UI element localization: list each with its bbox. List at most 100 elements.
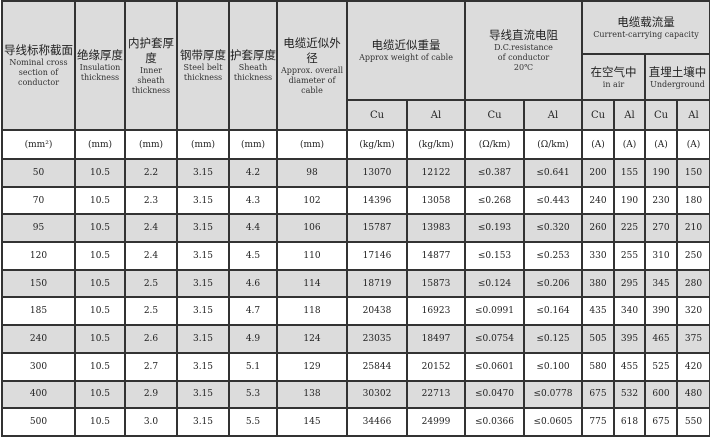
table-cell: ≤0.125 — [523, 324, 583, 354]
table-cell: 330 — [581, 241, 615, 271]
table-cell: 185 — [1, 296, 76, 327]
table-cell: 34466 — [346, 407, 408, 437]
table-row: 400 10.5 2.9 3.15 5.3 138 30302 22713 ≤0.0470 ≤0.… — [1, 379, 710, 410]
table-cell: 20438 — [346, 296, 408, 327]
table-cell: 4.3 — [228, 185, 278, 216]
table-cell: 120 — [1, 241, 76, 271]
table-cell: 250 — [676, 241, 710, 271]
header-section: 导线标称截面 Nominal cross section of conductor — [1, 0, 76, 131]
table-cell: ≤0.0991 — [464, 296, 525, 327]
table-cell: 2.4 — [124, 241, 178, 271]
table-cell: 340 — [613, 296, 646, 327]
table-cell: 10.5 — [74, 268, 126, 299]
table-cell: 10.5 — [74, 324, 126, 354]
table-cell: ≤0.193 — [464, 213, 525, 244]
table-cell: 618 — [613, 407, 646, 437]
table-cell: 2.5 — [124, 268, 178, 299]
table-cell: 3.15 — [176, 213, 230, 244]
table-cell: 580 — [581, 351, 615, 382]
table-cell: 138 — [276, 379, 348, 410]
table-cell: ≤0.641 — [523, 158, 583, 188]
table-cell: 240 — [1, 324, 76, 354]
table-cell: 420 — [676, 351, 710, 382]
header-sheath: 护套厚度 Sheath thickness — [228, 0, 278, 131]
table-cell: 95 — [1, 213, 76, 244]
table-cell: 155 — [613, 158, 646, 188]
table-cell: 15787 — [346, 213, 408, 244]
unit-ground-cu: (A) — [644, 129, 678, 160]
table-cell: 150 — [676, 158, 710, 188]
table-cell: 18497 — [406, 324, 466, 354]
table-cell: 525 — [644, 351, 678, 382]
resistance-cu: Cu — [464, 99, 525, 131]
header-resistance: 导线直流电阻 D.C.resistance of conductor 20℃ — [464, 0, 583, 101]
table-row: 150 10.5 2.5 3.15 4.6 114 18719 15873 ≤0.124 ≤0.2… — [1, 268, 710, 299]
weight-cu: Cu — [346, 99, 408, 131]
header-inner-sheath: 内护套厚度 Inner sheath thickness — [124, 0, 178, 131]
table-cell: 675 — [581, 379, 615, 410]
unit-resistance-al: (Ω/km) — [523, 129, 583, 160]
table-cell: 5.3 — [228, 379, 278, 410]
table-cell: 320 — [676, 296, 710, 327]
table-cell: 270 — [644, 213, 678, 244]
table-cell: 465 — [644, 324, 678, 354]
table-cell: 23035 — [346, 324, 408, 354]
table-cell: 129 — [276, 351, 348, 382]
table-cell: 12122 — [406, 158, 466, 188]
table-cell: 550 — [676, 407, 710, 437]
table-cell: 295 — [613, 268, 646, 299]
table-cell: ≤0.268 — [464, 185, 525, 216]
resistance-al: Al — [523, 99, 583, 131]
table-cell: ≤0.206 — [523, 268, 583, 299]
table-cell: 2.6 — [124, 324, 178, 354]
table-cell: 2.4 — [124, 213, 178, 244]
table-cell: ≤0.0778 — [523, 379, 583, 410]
unit-sheath: (mm) — [228, 129, 278, 160]
table-cell: 435 — [581, 296, 615, 327]
table-cell: 98 — [276, 158, 348, 188]
table-cell: 16923 — [406, 296, 466, 327]
table-cell: 10.5 — [74, 379, 126, 410]
unit-inner-sheath: (mm) — [124, 129, 178, 160]
table-row: 240 10.5 2.6 3.15 4.9 124 23035 18497 ≤0.0754 ≤0.… — [1, 324, 710, 354]
unit-air-al: (A) — [613, 129, 646, 160]
table-row: 95 10.5 2.4 3.15 4.4 106 15787 13983 ≤0.193 ≤0.32… — [1, 213, 710, 244]
table-cell: 455 — [613, 351, 646, 382]
table-cell: 3.15 — [176, 241, 230, 271]
table-cell: 4.2 — [228, 158, 278, 188]
table-cell: 10.5 — [74, 296, 126, 327]
unit-weight-al: (kg/km) — [406, 129, 466, 160]
table-cell: 380 — [581, 268, 615, 299]
table-cell: 10.5 — [74, 185, 126, 216]
table-cell: ≤0.153 — [464, 241, 525, 271]
table-cell: 4.4 — [228, 213, 278, 244]
table-cell: 70 — [1, 185, 76, 216]
table-cell: 240 — [581, 185, 615, 216]
table-cell: 3.15 — [176, 351, 230, 382]
table-cell: 230 — [644, 185, 678, 216]
table-cell: ≤0.387 — [464, 158, 525, 188]
table-cell: ≤0.443 — [523, 185, 583, 216]
table-cell: 102 — [276, 185, 348, 216]
table-cell: ≤0.0605 — [523, 407, 583, 437]
table-row: 300 10.5 2.7 3.15 5.1 129 25844 20152 ≤0.0601 ≤0.… — [1, 351, 710, 382]
table-cell: 13070 — [346, 158, 408, 188]
air-al: Al — [613, 99, 646, 131]
table-cell: 3.15 — [176, 379, 230, 410]
table-cell: 13983 — [406, 213, 466, 244]
table-cell: 4.9 — [228, 324, 278, 354]
table-row: 50 10.5 2.2 3.15 4.2 98 13070 12122 ≤0.387 ≤0.641… — [1, 158, 710, 188]
table-cell: 114 — [276, 268, 348, 299]
table-cell: ≤0.253 — [523, 241, 583, 271]
table-cell: 400 — [1, 379, 76, 410]
table-row: 70 10.5 2.3 3.15 4.3 102 14396 13058 ≤0.268 ≤0.44… — [1, 185, 710, 216]
table-cell: 3.15 — [176, 296, 230, 327]
table-cell: 3.15 — [176, 268, 230, 299]
table-cell: ≤0.100 — [523, 351, 583, 382]
table-cell: 25844 — [346, 351, 408, 382]
table-cell: 30302 — [346, 379, 408, 410]
table-cell: 3.15 — [176, 324, 230, 354]
table-cell: ≤0.164 — [523, 296, 583, 327]
header-underground: 直埋土壤中 Underground — [644, 53, 710, 101]
